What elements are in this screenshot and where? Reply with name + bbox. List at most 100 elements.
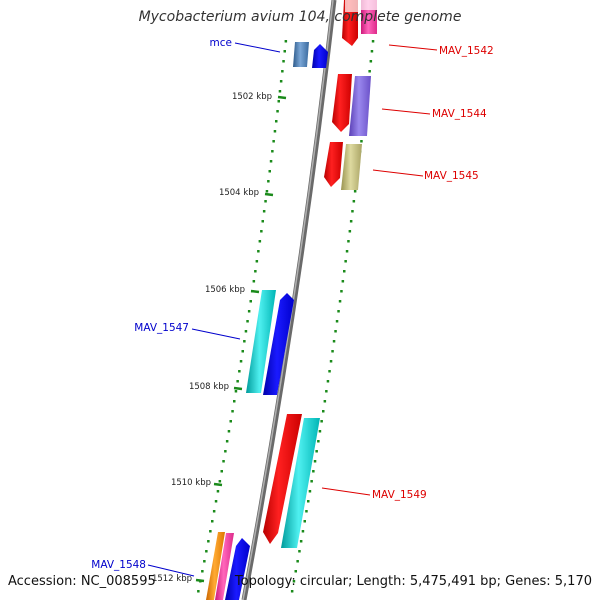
ring-dot — [331, 350, 334, 353]
ring-dot — [262, 210, 266, 213]
ring-dot — [239, 360, 243, 363]
ring-dot — [279, 80, 283, 83]
ring-dot — [231, 410, 234, 413]
ring-dot — [341, 280, 345, 283]
ring-dot — [284, 40, 288, 43]
ring-dot — [236, 380, 239, 383]
ring-dot — [272, 140, 275, 143]
scale-ticks — [195, 95, 287, 583]
gene-label-mce: mce — [210, 37, 232, 49]
ring-dot — [301, 530, 305, 533]
ring-dot — [238, 370, 241, 373]
ring-dot — [233, 400, 236, 403]
tick-label-1510: 1510 kbp — [171, 478, 211, 488]
ring-dot — [255, 260, 259, 263]
ring-dot — [241, 350, 244, 353]
tick-label-1512: 1512 kbp — [152, 574, 192, 584]
ring-dot — [328, 370, 331, 373]
ring-dot — [317, 440, 320, 443]
ring-dot — [267, 180, 270, 183]
ring-dot — [273, 130, 277, 133]
gene-mav1547-group[interactable] — [246, 290, 294, 395]
ring-dot — [318, 430, 322, 433]
gene-label-mav1542: MAV_1542 — [439, 45, 494, 57]
ring-dot — [216, 490, 220, 493]
gene-mav1549-group[interactable] — [263, 414, 320, 548]
ring-dot — [277, 100, 280, 103]
ring-dot — [244, 330, 248, 333]
ring-dot — [294, 570, 297, 573]
ring-dot — [371, 40, 375, 43]
ring-dot — [325, 390, 328, 393]
ring-dot — [320, 420, 323, 423]
ring-dot — [340, 290, 343, 293]
ring-dot — [278, 90, 282, 93]
ring-dot — [305, 510, 308, 513]
gene-label-mav1549: MAV_1549 — [372, 489, 427, 501]
ring-dot — [353, 190, 357, 193]
gene-mav1548-group[interactable] — [206, 532, 250, 600]
gene-mav1545-group[interactable] — [324, 142, 362, 190]
ring-dot — [220, 470, 223, 473]
ring-dot — [315, 450, 318, 453]
ring-dot — [218, 480, 222, 483]
ring-dot — [348, 230, 352, 233]
ring-dot — [269, 160, 273, 163]
left-dotted-ring — [197, 40, 288, 593]
tick-label-1502: 1502 kbp — [232, 92, 272, 102]
ring-dot — [299, 540, 303, 543]
ring-dot — [292, 580, 296, 583]
ring-dot — [308, 490, 312, 493]
ring-dot — [360, 140, 363, 143]
gene-mav1544-group[interactable] — [332, 74, 371, 136]
genome-backbone — [241, 0, 337, 600]
gene-label-mav1545: MAV_1545 — [424, 170, 479, 182]
ring-dot — [258, 240, 262, 243]
ring-dot — [247, 310, 251, 313]
ring-dot — [347, 240, 350, 243]
ring-dot — [212, 510, 216, 513]
ring-dot — [209, 530, 212, 533]
ring-dot — [214, 500, 218, 503]
ring-dot — [332, 340, 336, 343]
ring-dot — [352, 200, 356, 203]
ring-dot — [345, 250, 349, 253]
ring-dot — [268, 170, 271, 173]
ring-dot — [368, 70, 371, 73]
ring-dot — [246, 320, 249, 323]
ring-dot — [222, 460, 225, 463]
gene-mav1542-group[interactable] — [342, 0, 377, 46]
ring-dot — [257, 250, 260, 253]
ring-dot — [261, 220, 264, 223]
ring-dot — [370, 50, 374, 53]
ring-dot — [282, 60, 285, 63]
ring-dot — [271, 150, 274, 153]
tick-label-1508: 1508 kbp — [189, 382, 229, 392]
ring-dot — [298, 550, 301, 553]
ring-dot — [265, 190, 269, 193]
ring-dot — [322, 410, 325, 413]
gene-label-mav1548: MAV_1548 — [91, 559, 146, 571]
ring-dot — [349, 220, 353, 223]
ring-dot — [369, 60, 373, 63]
ring-dot — [275, 120, 278, 123]
ring-dot — [334, 330, 337, 333]
ring-dot — [224, 450, 227, 453]
ring-dot — [201, 570, 204, 573]
tick-labels: 1502 kbp 1504 kbp 1506 kbp 1508 kbp 1510… — [152, 92, 272, 584]
ring-dot — [323, 400, 327, 403]
tick-label-1504: 1504 kbp — [219, 188, 259, 198]
ring-dot — [254, 270, 257, 273]
ring-dot — [243, 340, 246, 343]
gene-mce-group[interactable] — [293, 42, 328, 68]
ring-dot — [234, 390, 238, 393]
ring-dot — [343, 270, 346, 273]
topology-text: Topology: circular; Length: 5,475,491 bp… — [234, 574, 592, 589]
ring-dot — [296, 560, 299, 563]
ring-dot — [264, 200, 267, 203]
ring-dot — [207, 540, 210, 543]
gene-label-mav1544: MAV_1544 — [432, 108, 487, 120]
ring-dot — [310, 480, 313, 483]
map-title: Mycobacterium avium 104, complete genome — [138, 9, 462, 25]
ring-dot — [344, 260, 347, 263]
